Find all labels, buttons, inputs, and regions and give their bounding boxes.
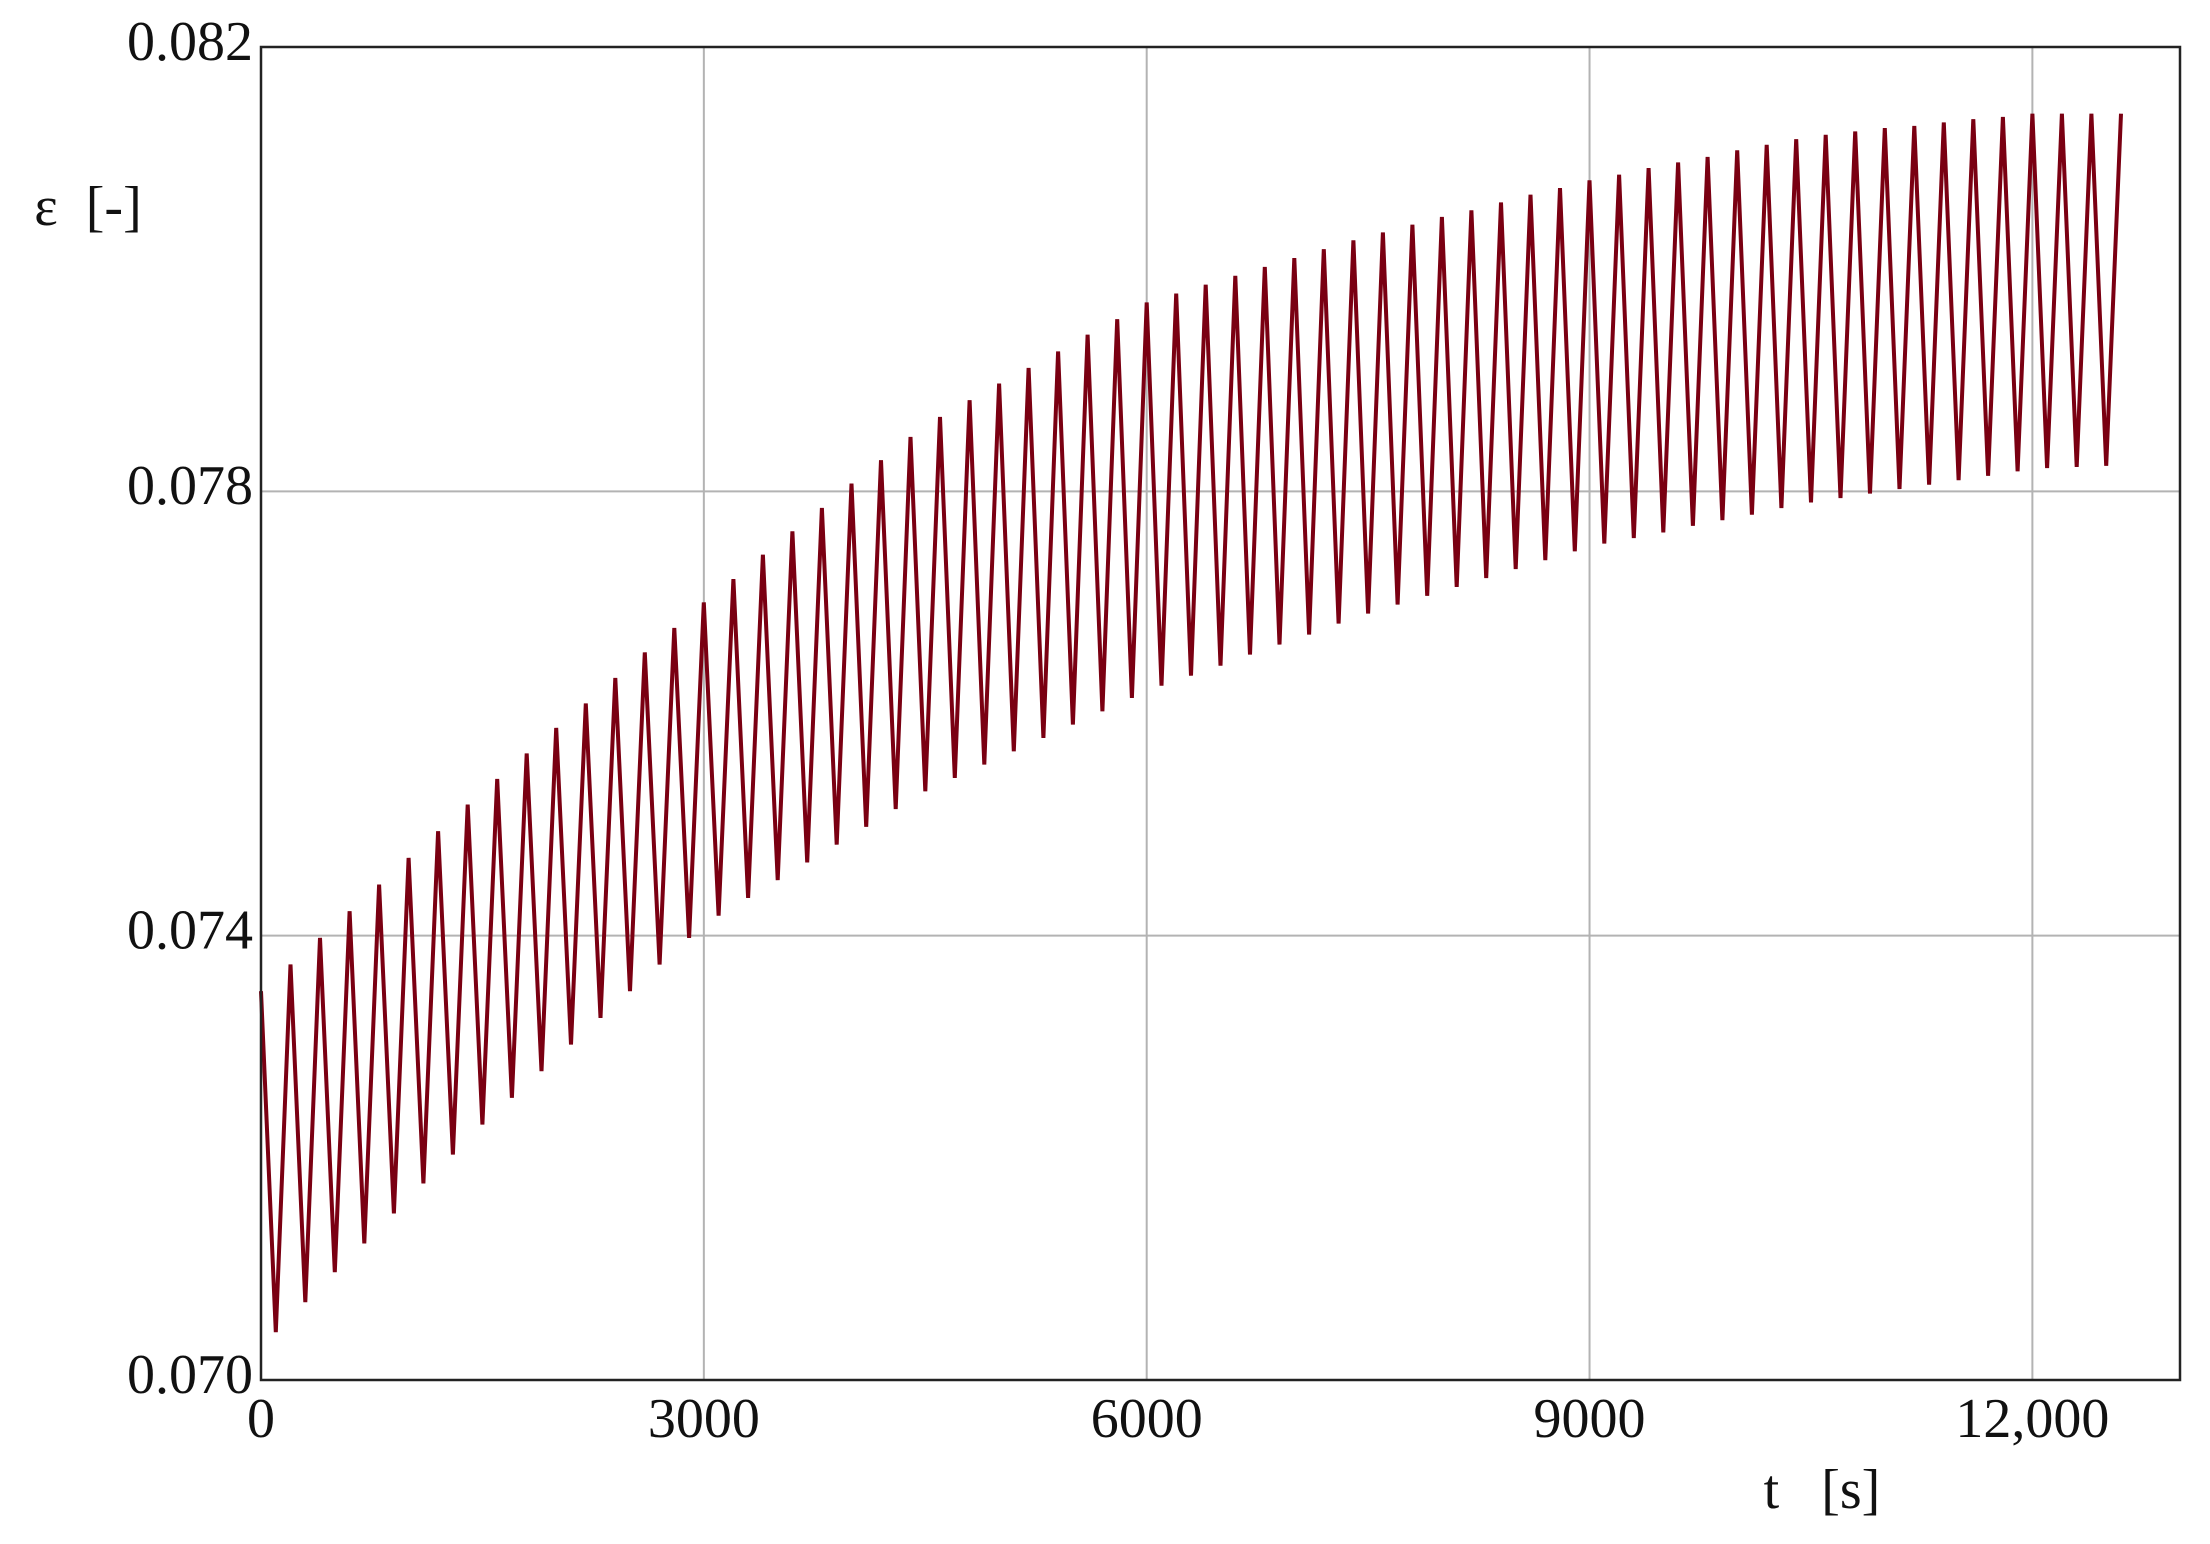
y-tick-label: 0.074 (127, 900, 253, 962)
y-tick-label: 0.082 (127, 11, 253, 73)
x-tick-label: 12,000 (1955, 1388, 2109, 1450)
data-line (259, 113, 2123, 1333)
y-axis-label: ε [-] (34, 176, 141, 238)
x-tick-label: 9000 (1534, 1388, 1646, 1450)
x-tick-label: 6000 (1091, 1388, 1203, 1450)
x-axis-label: t [s] (1764, 1459, 1881, 1521)
plot-frame (259, 45, 2182, 1382)
x-tick-label: 0 (247, 1388, 275, 1450)
y-tick-label: 0.070 (127, 1344, 253, 1406)
y-tick-label: 0.078 (127, 455, 253, 517)
x-tick-label: 3000 (648, 1388, 760, 1450)
